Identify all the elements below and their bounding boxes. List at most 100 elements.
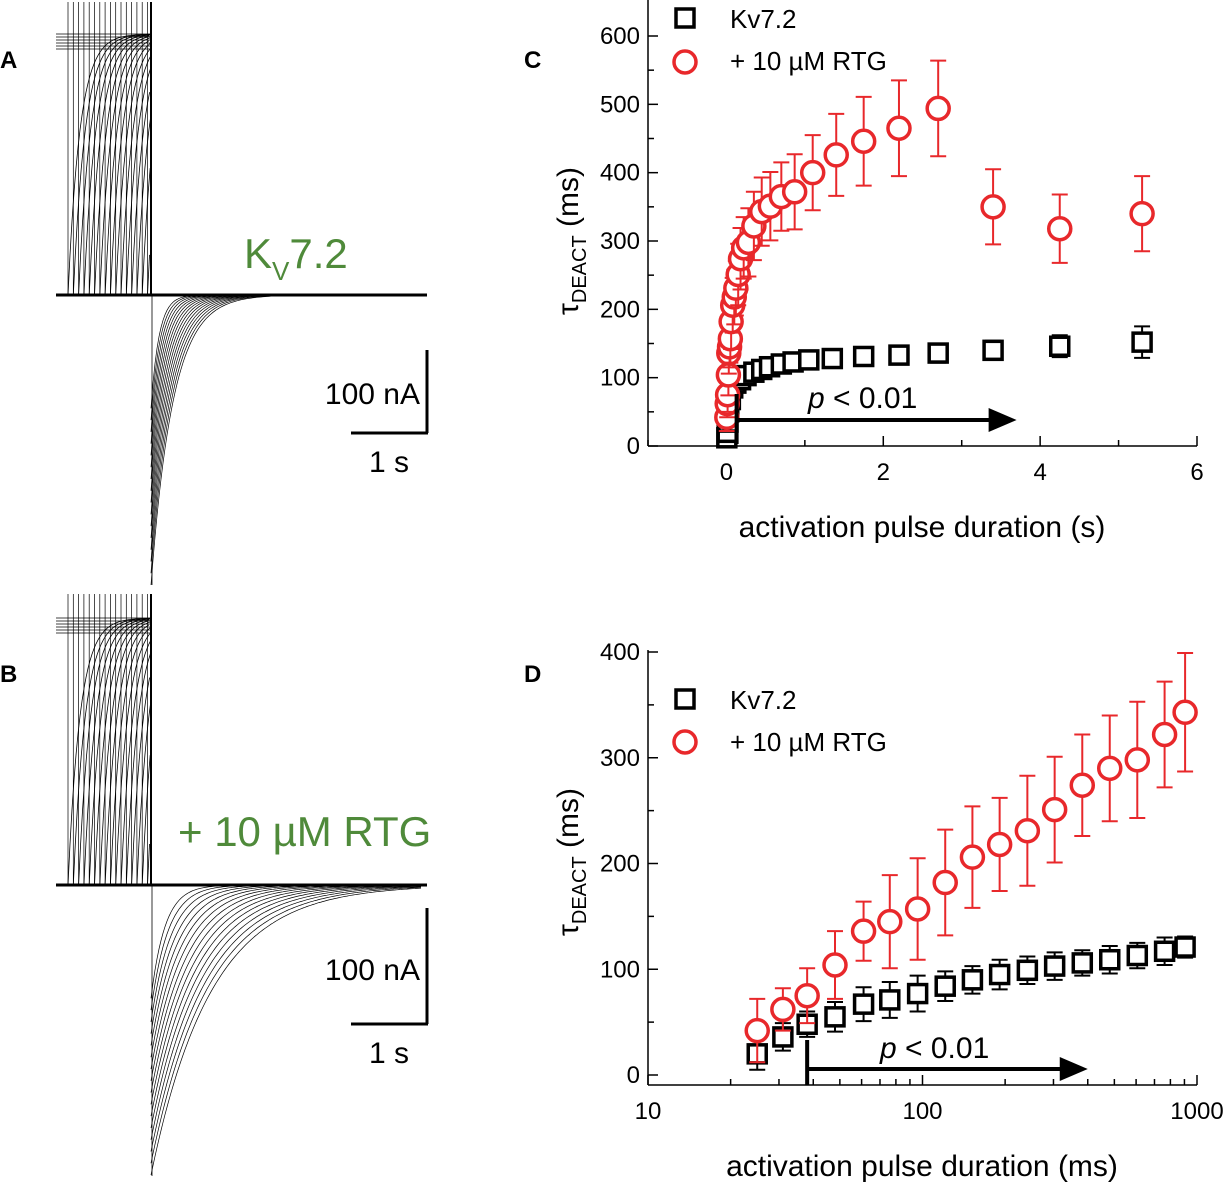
control-data-point (1071, 952, 1094, 974)
activation-trace (125, 653, 151, 886)
control-data-point (1153, 940, 1176, 963)
activation-trace (78, 34, 151, 296)
scale-bar-b: 100 nA 1 s (325, 908, 429, 1070)
rtg-data-point (822, 952, 848, 978)
y-tick-label: 500 (600, 91, 640, 118)
activation-trace (78, 618, 151, 886)
rtg-data-point (850, 128, 877, 154)
chart-c-p-value: p < 0.01 (807, 382, 917, 415)
control-data-point (934, 975, 956, 997)
activation-trace (72, 618, 150, 886)
chart-d-p-value: p < 0.01 (879, 1032, 989, 1065)
tail-current-trace (150, 885, 421, 1140)
tail-current-trace (150, 887, 422, 1164)
activation-trace (99, 621, 150, 886)
y-tick-label: 600 (600, 23, 640, 50)
current-traces-kv72 (56, 2, 427, 586)
control-data-point (1131, 331, 1153, 353)
chart-d-legend-square-marker (674, 688, 696, 710)
chart-d-legend-label-rtg: + 10 µM RTG (730, 727, 887, 757)
chart-c-legend-circle-marker (672, 49, 698, 75)
activation-trace (88, 619, 150, 886)
rtg-data-point (1047, 215, 1073, 242)
current-traces-rtg (56, 594, 427, 1176)
activation-trace (94, 36, 151, 296)
significance-arrow-head (1059, 1057, 1088, 1081)
y-tick-label: 400 (600, 639, 640, 666)
scale-bar-a: 100 nA 1 s (325, 350, 429, 479)
rtg-data-point (980, 194, 1006, 220)
control-data-point (906, 982, 929, 1005)
rtg-data-point (850, 918, 877, 944)
control-data-point (1098, 948, 1121, 971)
chart-c-y-axis-title: τDEACT (ms) (552, 167, 591, 315)
chart-c-annotation: p < 0.01 (734, 382, 1017, 444)
x-tick-label: 0 (720, 459, 733, 486)
chart-c-legend-label-rtg: + 10 µM RTG (730, 46, 887, 76)
chart-c-x-axis-title: activation pulse duration (s) (739, 511, 1106, 544)
chart-c-axes: 0 100 200 300 400 500 600 0 2 4 6 (600, 0, 1204, 486)
rtg-data-point (770, 996, 796, 1023)
control-data-point (927, 342, 949, 364)
rtg-data-point (959, 844, 986, 870)
rtg-data-point (1069, 772, 1096, 798)
control-data-point (1016, 959, 1039, 982)
y-tick-label: 0 (627, 1062, 640, 1089)
x-tick-label: 1000 (1170, 1098, 1223, 1125)
activation-trace (147, 843, 150, 886)
activation-trace (136, 701, 152, 886)
control-data-point (961, 969, 984, 991)
tail-current-trace (150, 294, 421, 456)
chart-d-log: 0 100 200 300 400 10 100 1000 p < 0.01 activati… (552, 639, 1224, 1183)
activation-trace (72, 34, 150, 296)
activation-trace (115, 49, 151, 296)
rtg-data-point (904, 896, 931, 922)
chart-c-legend-square-marker (674, 7, 696, 29)
y-tick-label: 300 (600, 228, 640, 255)
tail-current-trace (150, 886, 421, 1152)
control-data-point (879, 989, 901, 1011)
activation-trace (131, 677, 150, 886)
chart-d-y-axis-title: τDEACT (ms) (552, 788, 591, 936)
activation-trace (110, 627, 151, 886)
tail-current-trace (150, 884, 421, 1105)
control-data-point (888, 344, 910, 366)
y-tick-label: 100 (600, 365, 640, 392)
rtg-data-point (1124, 747, 1151, 773)
control-data-point (852, 993, 875, 1015)
control-data-point (852, 345, 875, 368)
activation-trace (99, 37, 150, 296)
rtg-data-point (1151, 721, 1178, 748)
activation-trace (136, 115, 152, 296)
control-data-point (1126, 944, 1149, 967)
control-data-point (798, 349, 820, 371)
tail-current-trace (150, 887, 422, 1176)
chart-d-annotation: p < 0.01 (805, 1032, 1088, 1085)
control-data-point (1049, 335, 1071, 357)
x-tick-label: 4 (1033, 459, 1046, 486)
control-data-point (1174, 936, 1196, 958)
y-tick-label: 300 (600, 745, 640, 772)
tail-current-trace (150, 294, 421, 538)
activation-trace (110, 42, 151, 296)
y-tick-label: 100 (600, 956, 640, 983)
activation-trace (141, 167, 151, 296)
rtg-data-point (1041, 796, 1068, 823)
rtg-data-point (925, 95, 951, 122)
rtg-data-point (1014, 817, 1041, 844)
panel-label-c: C (524, 47, 541, 74)
tail-current-trace (150, 294, 421, 432)
y-tick-label: 400 (600, 160, 640, 187)
tail-current-trace (150, 294, 421, 562)
rtg-data-point (823, 142, 849, 168)
chart-c-legend: Kv7.2 + 10 µM RTG (672, 4, 887, 76)
chart-d-x-axis-title: activation pulse duration (ms) (726, 1150, 1118, 1183)
rtg-data-point (794, 982, 820, 1009)
tail-current-trace (150, 294, 421, 550)
chart-d-axes: 0 100 200 300 400 10 100 1000 (600, 639, 1224, 1125)
chart-d-legend-label-control: Kv7.2 (730, 685, 797, 715)
panel-label-b: B (0, 661, 17, 688)
control-data-point (821, 347, 844, 370)
control-data-point (982, 339, 1004, 362)
rtg-data-point (781, 179, 808, 205)
